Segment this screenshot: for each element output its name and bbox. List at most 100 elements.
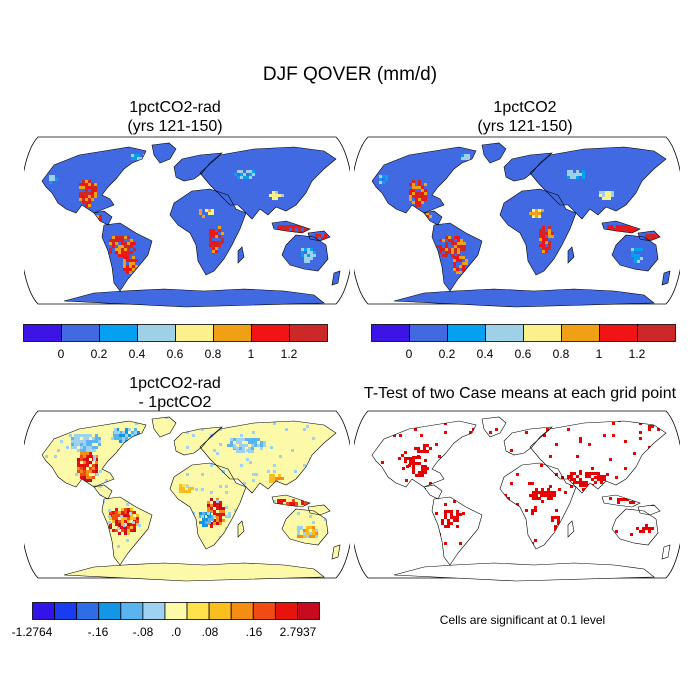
grid-cell — [210, 504, 213, 507]
coastline-af — [169, 462, 247, 550]
grid-cell — [77, 437, 80, 440]
grid-cell — [298, 228, 301, 231]
grid-cell — [306, 526, 309, 529]
grid-cell — [310, 251, 313, 254]
grid-cell — [573, 481, 576, 484]
grid-cell — [297, 532, 300, 535]
grid-cell — [612, 422, 615, 425]
grid-cell — [211, 212, 214, 215]
grid-cell — [118, 523, 121, 526]
panel-c-title: 1pctCO2-rad - 1pctCO2 — [65, 374, 285, 412]
grid-cell — [426, 215, 429, 218]
grid-cell — [579, 484, 582, 487]
grid-cell — [538, 491, 541, 494]
grid-cell — [239, 441, 242, 444]
grid-cell — [542, 241, 545, 244]
grid-cell — [415, 201, 418, 204]
grid-cell — [450, 516, 453, 519]
grid-cell — [219, 501, 222, 504]
grid-cell — [542, 238, 545, 241]
grid-cell — [123, 256, 126, 259]
grid-cell — [412, 459, 415, 462]
grid-cell — [92, 440, 95, 443]
grid-cell — [89, 455, 92, 458]
grid-cell — [295, 225, 298, 228]
grid-cell — [637, 254, 640, 257]
grid-cell — [124, 511, 127, 514]
grid-cell — [278, 194, 281, 197]
grid-cell — [83, 440, 86, 443]
grid-cell — [424, 198, 427, 201]
grid-cell — [267, 470, 270, 473]
grid-cell — [567, 173, 570, 176]
grid-cell — [85, 183, 88, 186]
grid-cell — [119, 440, 122, 443]
grid-cell — [637, 248, 640, 251]
coastline-ca — [93, 210, 113, 226]
colorbar-a-label: 0.2 — [90, 347, 108, 361]
grid-cell — [230, 438, 233, 441]
grid-cell — [409, 459, 412, 462]
grid-cell — [83, 467, 86, 470]
grid-cell — [407, 457, 410, 460]
grid-cell — [127, 245, 130, 248]
grid-cell — [304, 257, 307, 260]
grid-cell — [608, 194, 611, 197]
grid-cell — [426, 444, 429, 447]
grid-cell — [130, 242, 133, 245]
grid-cell — [631, 251, 634, 254]
grid-cell — [585, 472, 588, 475]
grid-cell — [81, 407, 84, 410]
grid-cell — [85, 201, 88, 204]
grid-cell — [448, 239, 451, 242]
colorbar-b-label: 0.6 — [514, 347, 532, 361]
grid-cell — [248, 447, 251, 450]
grid-cell — [451, 248, 454, 251]
grid-cell — [303, 529, 306, 532]
grid-cell — [637, 260, 640, 263]
coastline-as — [199, 420, 337, 494]
grid-cell — [218, 235, 221, 238]
grid-cell — [132, 256, 135, 259]
panel-b-title-line1: 1pctCO2 — [493, 99, 557, 116]
grid-cell — [91, 183, 94, 186]
grid-cell — [75, 473, 78, 476]
map-panel-b — [354, 136, 680, 308]
grid-cell — [95, 470, 98, 473]
grid-cell — [211, 518, 214, 521]
grid-cell — [426, 450, 429, 453]
grid-cell — [450, 510, 453, 513]
grid-cell — [121, 526, 124, 529]
grid-cell — [582, 484, 585, 487]
grid-cell — [616, 225, 619, 228]
grid-cell — [418, 474, 421, 477]
grid-cell — [83, 437, 86, 440]
grid-cell — [182, 490, 185, 493]
grid-cell — [555, 473, 558, 476]
grid-cell — [539, 244, 542, 247]
grid-cell — [123, 524, 126, 527]
grid-cell — [95, 458, 98, 461]
grid-cell — [417, 450, 420, 453]
grid-cell — [245, 438, 248, 441]
grid-cell — [209, 229, 212, 232]
grid-cell — [507, 497, 510, 500]
grid-cell — [579, 437, 582, 440]
grid-cell — [125, 434, 128, 437]
grid-cell — [548, 232, 551, 235]
grid-cell — [591, 467, 594, 470]
grid-cell — [109, 526, 112, 529]
grid-cell — [122, 431, 125, 434]
grid-cell — [83, 443, 86, 446]
grid-cell — [588, 472, 591, 475]
grid-cell — [127, 236, 130, 239]
grid-cell — [99, 218, 102, 221]
grid-cell — [137, 154, 140, 157]
grid-cell — [69, 434, 72, 437]
grid-cell — [240, 434, 243, 437]
grid-cell — [297, 512, 300, 515]
grid-cell — [257, 444, 260, 447]
grid-cell — [131, 431, 134, 434]
grid-cell — [248, 438, 251, 441]
grid-cell — [221, 241, 224, 244]
